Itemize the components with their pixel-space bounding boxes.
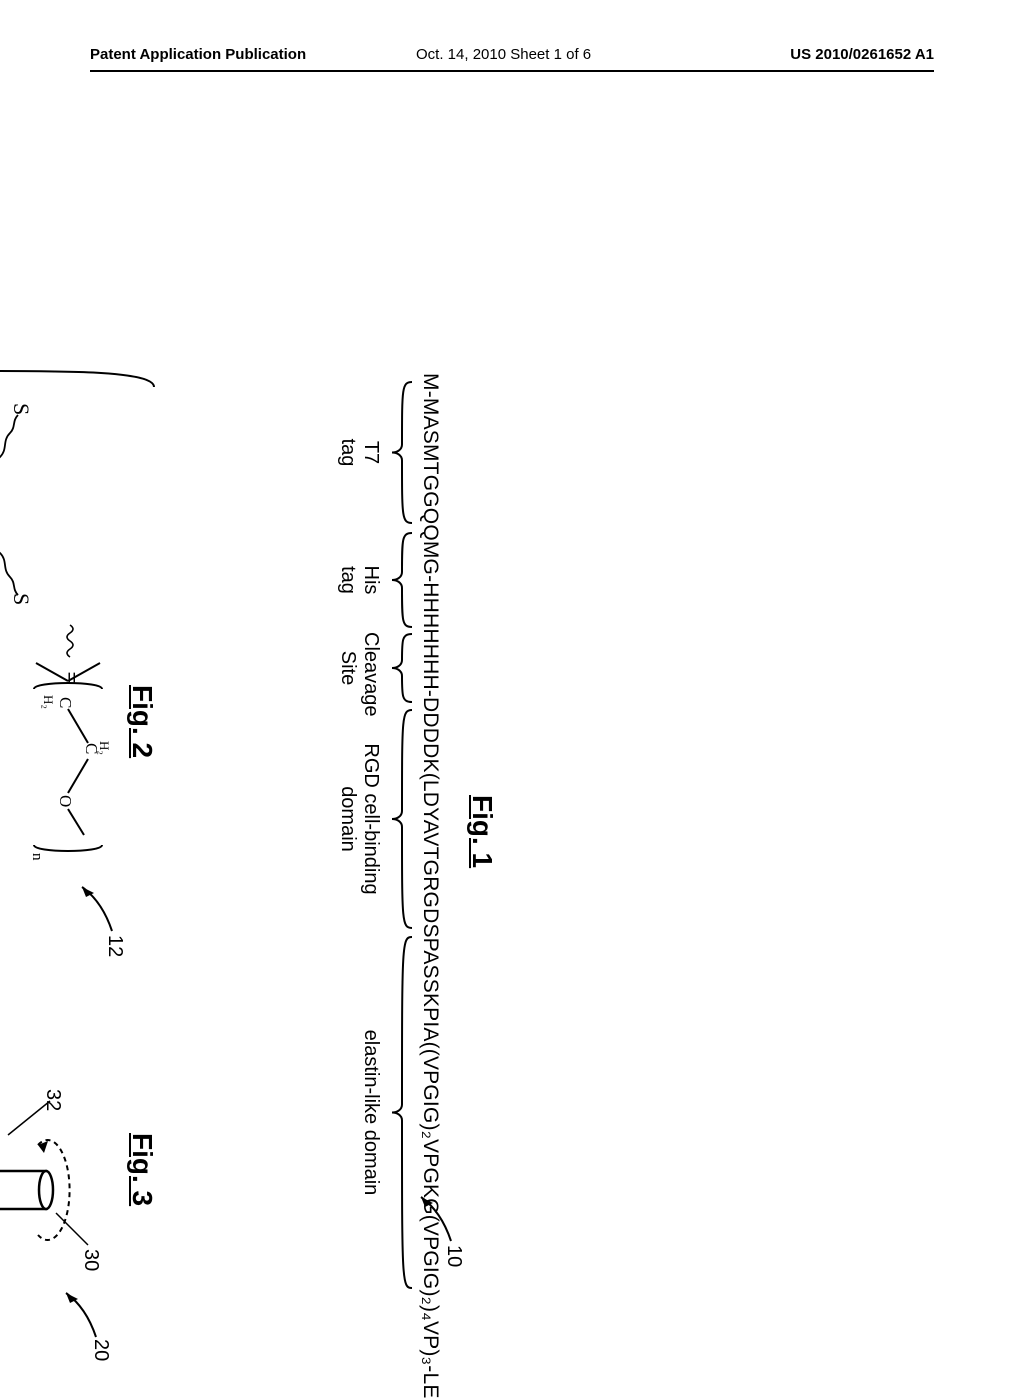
peg-n: n [29, 853, 44, 861]
figure-canvas: Fig. 1 10 M-MASMTGGQQMG-HHHHHHH-DDDDK(LD… [0, 325, 510, 1375]
fig1-domain-label: CleavageSite [336, 632, 382, 704]
fig1-domain-brace [390, 708, 414, 930]
fig2-arm-s-tr: S [8, 593, 34, 605]
fig3-refnum: 20 [89, 1339, 112, 1361]
arrow-icon [62, 1289, 98, 1345]
fig1-refnum: 10 [442, 1245, 465, 1267]
peg-o: O [57, 795, 74, 807]
fig2-body: 12 C S S [0, 395, 150, 1035]
header-rule [90, 70, 934, 72]
fig1-domain-brace [390, 632, 414, 704]
fig1-title: Fig. 1 [466, 795, 498, 868]
figure-canvas-wrap: Fig. 1 10 M-MASMTGGQQMG-HHHHHHH-DDDDK(LD… [130, 180, 890, 1230]
fig2-left-brace [0, 365, 158, 391]
peg-c1: C [57, 697, 74, 708]
fig1-domain-brace [390, 380, 414, 525]
page-header: Patent Application Publication Oct. 14, … [0, 42, 1024, 72]
fig1-domain-label: T7tag [336, 380, 382, 525]
fig2-crosslinker: C S S S S [0, 405, 80, 605]
fig1-sequence: M-MASMTGGQQMG-HHHHHHH-DDDDK(LDYAVTGRGDSP… [418, 373, 442, 1399]
fig1-domain-label: elastin-like domain [359, 935, 382, 1290]
fig2-refnum: 12 [103, 935, 126, 957]
peg-c1-h2: H₂ [41, 695, 58, 709]
fig1-domain-brace [390, 935, 414, 1290]
fig2-peg-chain: C H₂ C H₂ O n [9, 657, 110, 917]
header-center: Oct. 14, 2010 Sheet 1 of 6 [416, 46, 591, 63]
fig1-domain-brace [390, 531, 414, 629]
fig1-domain-label: Histag [336, 531, 382, 629]
fig1-domain-label: RGD cell-bindingdomain [336, 708, 382, 930]
fig3-body: 20 [0, 1045, 112, 1385]
fig2-arm-s-tl: S [8, 403, 34, 415]
fig3-title: Fig. 3 [126, 1133, 158, 1206]
header-left: Patent Application Publication [90, 46, 306, 63]
fig3-lead-30: 30 [79, 1249, 102, 1271]
peg-c2-h2: H₂ [97, 741, 114, 755]
header-right: US 2010/0261652 A1 [790, 46, 934, 63]
fig3-lead-32: 32 [41, 1089, 64, 1111]
